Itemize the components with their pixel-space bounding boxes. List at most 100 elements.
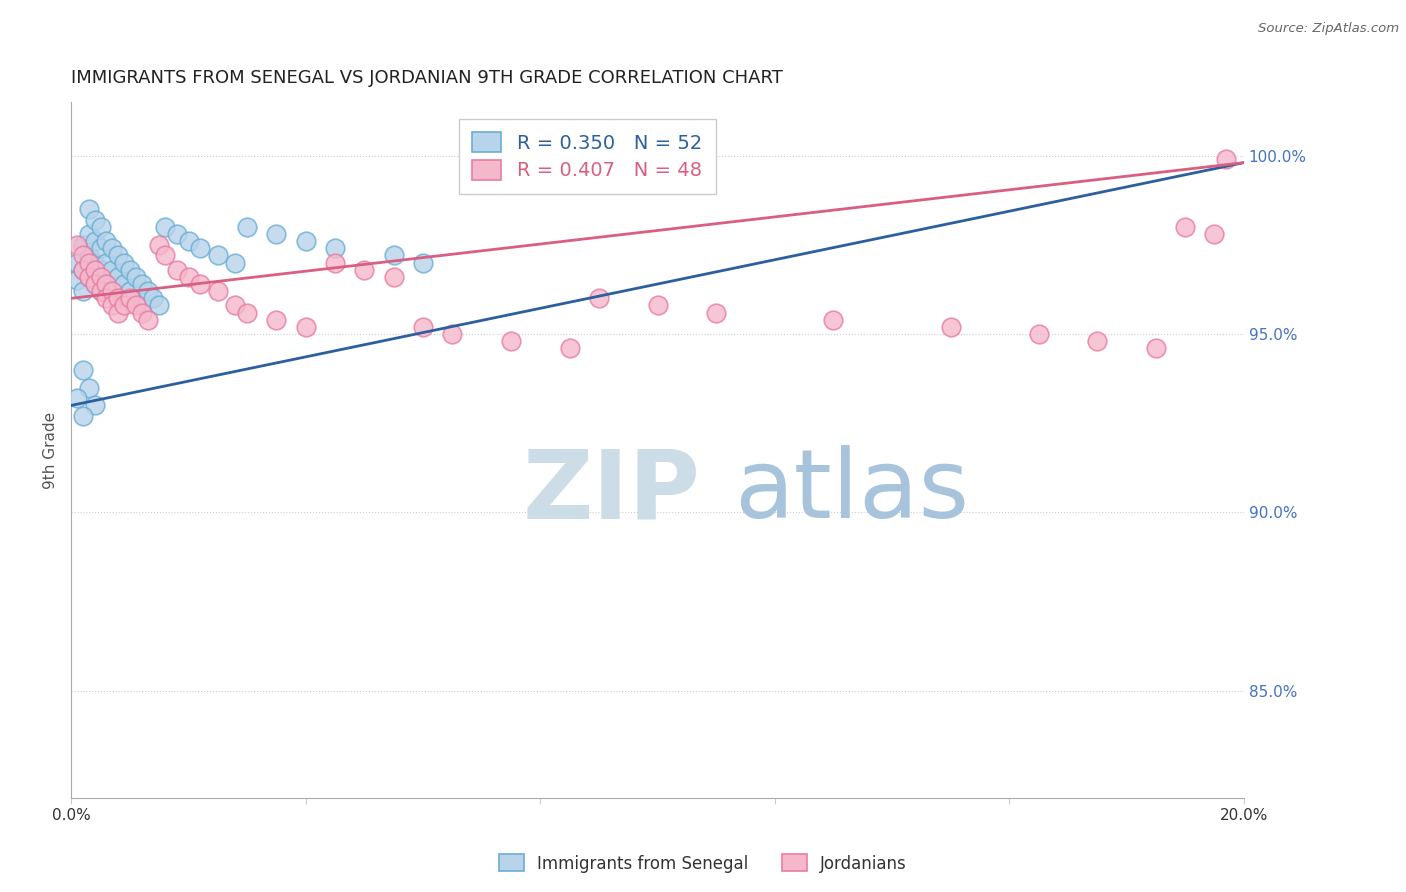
Point bbox=[83, 277, 105, 291]
Point bbox=[704, 305, 727, 319]
Point bbox=[72, 262, 94, 277]
Point bbox=[72, 262, 94, 277]
Point bbox=[177, 269, 200, 284]
Point bbox=[83, 277, 105, 291]
Point bbox=[107, 269, 129, 284]
Point bbox=[83, 262, 105, 277]
Point bbox=[236, 219, 259, 234]
Point bbox=[96, 234, 118, 248]
Point bbox=[107, 291, 129, 305]
Point bbox=[131, 277, 153, 291]
Point bbox=[441, 326, 464, 341]
Point bbox=[939, 319, 962, 334]
Point bbox=[295, 319, 318, 334]
Point bbox=[323, 241, 346, 255]
Point bbox=[1204, 227, 1226, 241]
Point bbox=[83, 234, 105, 248]
Text: IMMIGRANTS FROM SENEGAL VS JORDANIAN 9TH GRADE CORRELATION CHART: IMMIGRANTS FROM SENEGAL VS JORDANIAN 9TH… bbox=[72, 69, 783, 87]
Point bbox=[83, 255, 105, 269]
Point bbox=[90, 269, 112, 284]
Point bbox=[125, 298, 148, 312]
Point bbox=[77, 202, 100, 216]
Point bbox=[107, 305, 129, 319]
Point bbox=[101, 241, 124, 255]
Point bbox=[72, 248, 94, 262]
Point bbox=[131, 298, 153, 312]
Point bbox=[188, 241, 211, 255]
Point bbox=[72, 237, 94, 252]
Point bbox=[224, 255, 246, 269]
Point bbox=[1085, 334, 1108, 348]
Point bbox=[177, 234, 200, 248]
Point bbox=[647, 298, 669, 312]
Point bbox=[412, 319, 434, 334]
Point bbox=[72, 362, 94, 376]
Point bbox=[101, 298, 124, 312]
Point bbox=[131, 305, 153, 319]
Point bbox=[153, 219, 176, 234]
Point bbox=[66, 255, 89, 269]
Point bbox=[96, 255, 118, 269]
Point bbox=[499, 334, 522, 348]
Point bbox=[266, 227, 288, 241]
Point bbox=[72, 409, 94, 423]
Point bbox=[90, 262, 112, 277]
Point bbox=[558, 341, 581, 355]
Point bbox=[166, 262, 188, 277]
Legend: R = 0.350   N = 52, R = 0.407   N = 48: R = 0.350 N = 52, R = 0.407 N = 48 bbox=[458, 119, 716, 194]
Point bbox=[224, 298, 246, 312]
Point bbox=[66, 273, 89, 287]
Point bbox=[295, 234, 318, 248]
Point bbox=[77, 248, 100, 262]
Text: Source: ZipAtlas.com: Source: ZipAtlas.com bbox=[1258, 22, 1399, 36]
Point bbox=[96, 277, 118, 291]
Point bbox=[188, 277, 211, 291]
Point bbox=[148, 237, 170, 252]
Point bbox=[96, 277, 118, 291]
Point bbox=[125, 269, 148, 284]
Point bbox=[112, 255, 135, 269]
Point bbox=[412, 255, 434, 269]
Point bbox=[266, 312, 288, 326]
Legend: Immigrants from Senegal, Jordanians: Immigrants from Senegal, Jordanians bbox=[492, 847, 914, 880]
Point bbox=[107, 248, 129, 262]
Point bbox=[118, 262, 141, 277]
Point bbox=[323, 255, 346, 269]
Point bbox=[118, 284, 141, 298]
Point bbox=[72, 284, 94, 298]
Point bbox=[118, 291, 141, 305]
Point bbox=[96, 291, 118, 305]
Point bbox=[207, 284, 229, 298]
Point bbox=[353, 262, 375, 277]
Point bbox=[1028, 326, 1050, 341]
Point bbox=[136, 312, 159, 326]
Point bbox=[77, 255, 100, 269]
Point bbox=[112, 277, 135, 291]
Point bbox=[382, 248, 405, 262]
Point bbox=[90, 219, 112, 234]
Point bbox=[66, 237, 89, 252]
Point bbox=[90, 241, 112, 255]
Point bbox=[77, 380, 100, 394]
Point bbox=[77, 269, 100, 284]
Point bbox=[1215, 152, 1237, 166]
Point bbox=[588, 291, 610, 305]
Point bbox=[101, 284, 124, 298]
Point bbox=[101, 284, 124, 298]
Point bbox=[90, 284, 112, 298]
Point bbox=[1174, 219, 1197, 234]
Point bbox=[823, 312, 845, 326]
Point bbox=[382, 269, 405, 284]
Y-axis label: 9th Grade: 9th Grade bbox=[44, 411, 58, 489]
Text: atlas: atlas bbox=[734, 445, 969, 538]
Point bbox=[207, 248, 229, 262]
Text: ZIP: ZIP bbox=[523, 445, 700, 538]
Point bbox=[112, 298, 135, 312]
Point bbox=[153, 248, 176, 262]
Point bbox=[90, 284, 112, 298]
Point bbox=[166, 227, 188, 241]
Point bbox=[83, 398, 105, 412]
Point bbox=[77, 227, 100, 241]
Point bbox=[148, 298, 170, 312]
Point bbox=[136, 284, 159, 298]
